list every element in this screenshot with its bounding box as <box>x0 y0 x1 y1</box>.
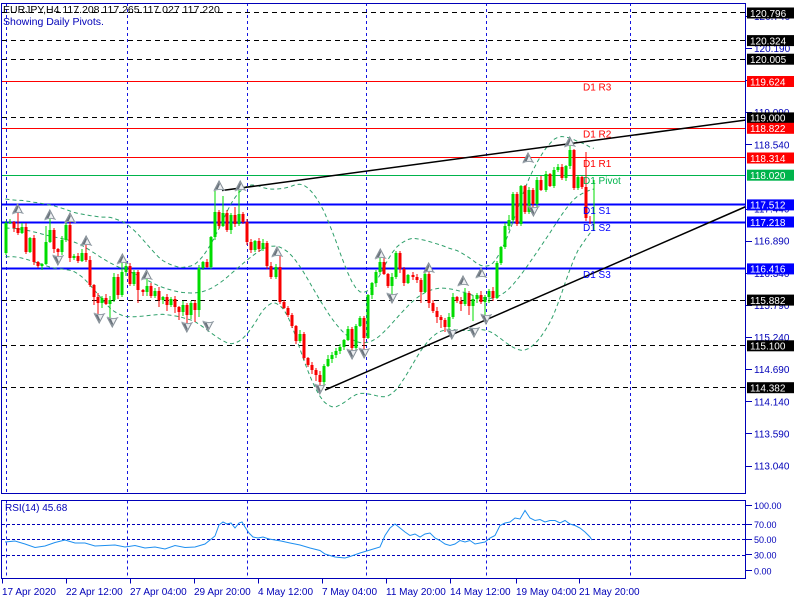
svg-text:120.796: 120.796 <box>750 9 787 20</box>
svg-text:120.005: 120.005 <box>750 55 787 66</box>
svg-text:120.324: 120.324 <box>750 36 787 47</box>
svg-text:D1 S2: D1 S2 <box>583 223 611 234</box>
svg-text:114.382: 114.382 <box>750 384 786 395</box>
svg-text:D1 R1: D1 R1 <box>583 159 612 170</box>
svg-text:11 May 20:00: 11 May 20:00 <box>386 587 446 598</box>
svg-text:119.000: 119.000 <box>750 114 786 125</box>
svg-text:115.882: 115.882 <box>750 296 786 307</box>
svg-text:D1 S1: D1 S1 <box>583 206 611 217</box>
svg-text:D1 S3: D1 S3 <box>583 270 611 281</box>
svg-text:117.218: 117.218 <box>750 218 786 229</box>
svg-text:116.890: 116.890 <box>754 237 790 248</box>
svg-text:D1 Pivot: D1 Pivot <box>583 176 621 187</box>
svg-text:14 May 12:00: 14 May 12:00 <box>450 587 511 598</box>
svg-text:118.822: 118.822 <box>750 124 786 135</box>
svg-text:D1 R3: D1 R3 <box>583 83 612 94</box>
svg-text:118.020: 118.020 <box>750 171 786 182</box>
svg-text:113.040: 113.040 <box>754 462 790 473</box>
svg-text:120.190: 120.190 <box>754 44 791 55</box>
svg-text:118.314: 118.314 <box>750 154 786 165</box>
svg-text:114.690: 114.690 <box>754 365 790 376</box>
svg-text:115.790: 115.790 <box>754 301 790 312</box>
svg-text:114.140: 114.140 <box>754 397 790 408</box>
svg-text:50.00: 50.00 <box>754 535 777 545</box>
svg-text:115.240: 115.240 <box>754 333 790 344</box>
svg-text:21 May 20:00: 21 May 20:00 <box>579 587 640 598</box>
svg-text:100.00: 100.00 <box>754 501 782 511</box>
svg-text:17 Apr 2020: 17 Apr 2020 <box>2 587 56 598</box>
svg-text:70.00: 70.00 <box>754 520 777 530</box>
svg-text:22 Apr 12:00: 22 Apr 12:00 <box>66 587 123 598</box>
svg-text:117.512: 117.512 <box>750 201 786 212</box>
svg-text:113.590: 113.590 <box>754 430 790 441</box>
svg-text:19 May 04:00: 19 May 04:00 <box>516 587 577 598</box>
svg-text:4 May 12:00: 4 May 12:00 <box>258 587 313 598</box>
svg-text:RSI(14) 45.68: RSI(14) 45.68 <box>5 503 68 514</box>
svg-text:Showing Daily Pivots.: Showing Daily Pivots. <box>3 16 104 28</box>
svg-text:116.416: 116.416 <box>750 265 786 276</box>
svg-text:0.00: 0.00 <box>754 567 772 577</box>
svg-text:27 Apr 04:00: 27 Apr 04:00 <box>130 587 187 598</box>
svg-text:30.00: 30.00 <box>754 551 777 561</box>
svg-text:7 May 04:00: 7 May 04:00 <box>322 587 377 598</box>
svg-text:115.100: 115.100 <box>750 342 786 353</box>
svg-text:D1 R2: D1 R2 <box>583 129 612 140</box>
svg-text:118.540: 118.540 <box>754 140 790 151</box>
svg-text:119.624: 119.624 <box>750 77 786 88</box>
svg-text:29 Apr 20:00: 29 Apr 20:00 <box>194 587 251 598</box>
svg-text:EURJPY,H4 117.208 117.265 117.: EURJPY,H4 117.208 117.265 117.027 117.22… <box>3 4 220 16</box>
